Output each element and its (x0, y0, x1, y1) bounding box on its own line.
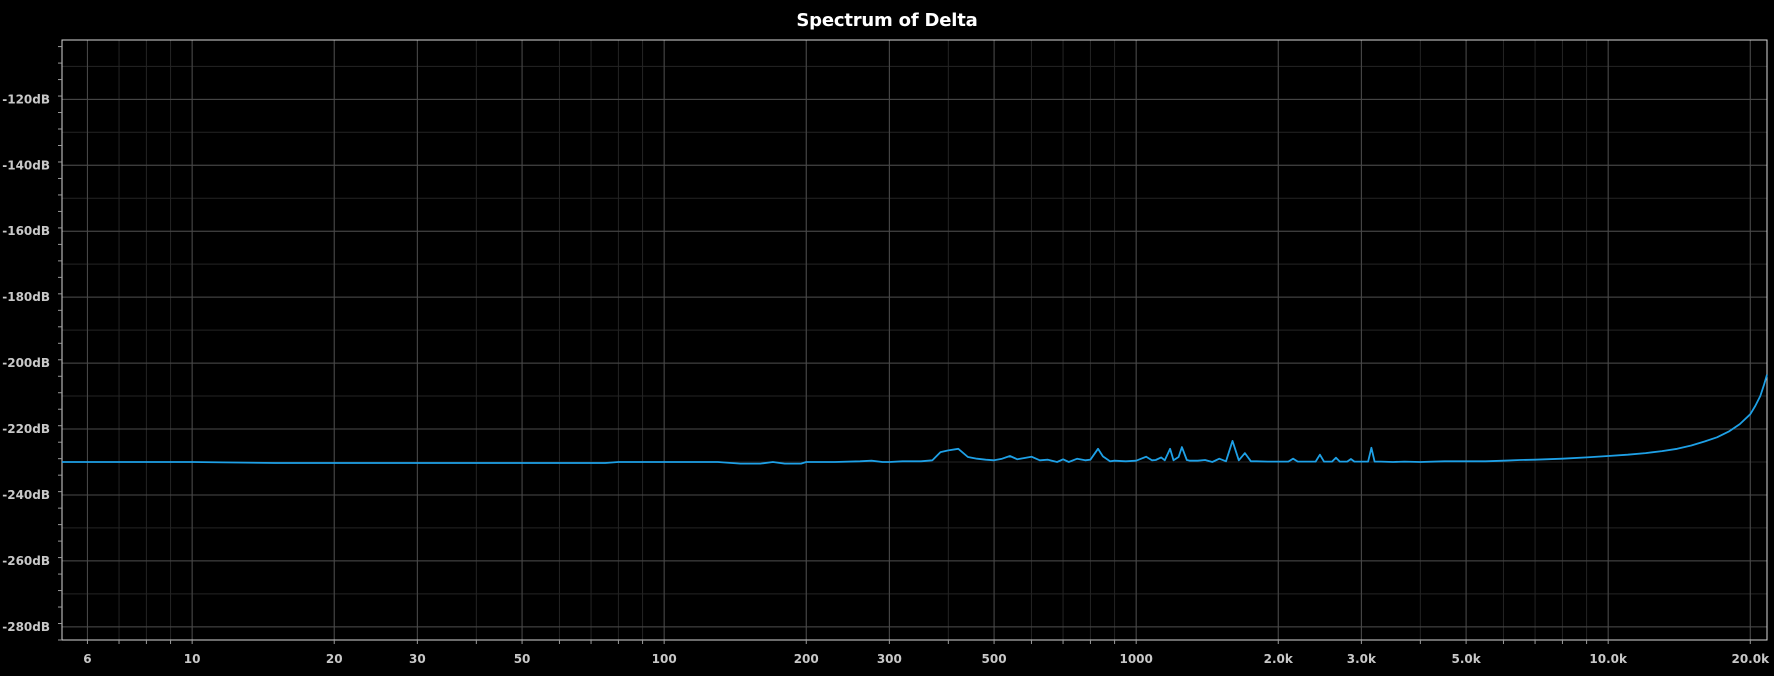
x-tick-label: 10.0k (1589, 652, 1628, 666)
y-tick-label: -180dB (2, 290, 50, 304)
y-tick-label: -140dB (2, 158, 50, 172)
y-tick-label: -160dB (2, 224, 50, 238)
y-tick-label: -260dB (2, 554, 50, 568)
x-tick-label: 3.0k (1347, 652, 1377, 666)
x-tick-label: 20.0k (1731, 652, 1770, 666)
x-tick-label: 2.0k (1264, 652, 1294, 666)
y-axis-tick-labels: -120dB -140dB -160dB -180dB -200dB -220dB -240… (2, 92, 50, 633)
axis-ticks (58, 46, 1751, 644)
x-tick-label: 200 (794, 652, 819, 666)
x-tick-label: 20 (326, 652, 343, 666)
plot-frame (61, 39, 1768, 641)
y-tick-label: -220dB (2, 422, 50, 436)
x-axis-tick-labels: 6 10 20 30 50 100 200 300 500 1000 2.0k 3.0k 5.0k 10.… (83, 652, 1770, 666)
y-tick-label: -120dB (2, 92, 50, 106)
x-tick-label: 100 (652, 652, 677, 666)
x-tick-label: 5.0k (1451, 652, 1481, 666)
y-tick-label: -240dB (2, 488, 50, 502)
x-tick-label: 50 (514, 652, 531, 666)
x-tick-label: 500 (982, 652, 1007, 666)
minor-grid (62, 40, 1767, 640)
y-tick-label: -200dB (2, 356, 50, 370)
major-grid (62, 40, 1767, 640)
x-tick-label: 1000 (1119, 652, 1152, 666)
series-line-delta (62, 374, 1768, 465)
chart-title: Spectrum of Delta (796, 10, 978, 31)
x-tick-label: 6 (83, 652, 91, 666)
y-tick-label: -280dB (2, 620, 50, 634)
x-tick-label: 300 (877, 652, 902, 666)
x-tick-label: 10 (184, 652, 201, 666)
x-tick-label: 30 (409, 652, 426, 666)
